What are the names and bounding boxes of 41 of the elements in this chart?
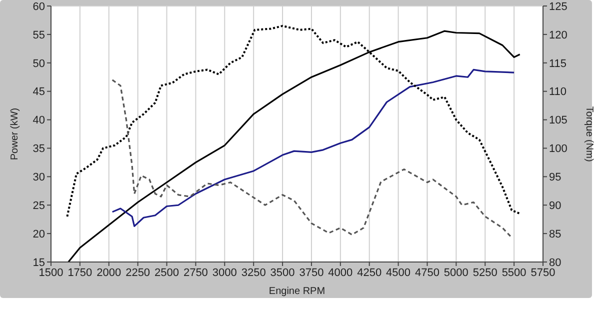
- y2-axis-title: Torque (Nm): [583, 106, 594, 162]
- y-tick-label: 55: [32, 29, 45, 42]
- x-tick-label: 3250: [241, 266, 266, 279]
- y2-tick-label: 95: [549, 172, 562, 184]
- x-tick-label: 2250: [126, 266, 150, 279]
- y2-tick-label: 85: [549, 228, 562, 240]
- y-tick-label: 15: [32, 256, 45, 269]
- x-tick-label: 4250: [357, 266, 382, 279]
- y2-tick-label: 90: [549, 200, 562, 212]
- x-tick-label: 5250: [472, 266, 498, 279]
- y2-tick-label: 110: [549, 86, 567, 98]
- y2-tick-label: 100: [549, 143, 568, 156]
- x-tick-label: 3500: [270, 266, 295, 279]
- x-tick-label: 5500: [502, 266, 526, 279]
- x-tick-label: 2750: [183, 266, 208, 279]
- y2-tick-label: 105: [549, 114, 568, 127]
- x-axis-title: Engine RPM: [268, 286, 326, 297]
- y-tick-label: 60: [32, 0, 45, 13]
- y-tick-label: 35: [32, 143, 45, 156]
- x-tick-label: 3000: [212, 266, 237, 279]
- x-tick-label: 4750: [414, 266, 440, 279]
- x-tick-label: 3750: [299, 266, 324, 279]
- x-tick-label: 5000: [444, 266, 468, 279]
- x-tick-label: 2500: [154, 266, 180, 279]
- y-tick-label: 40: [32, 114, 45, 127]
- x-tick-label: 2000: [96, 266, 122, 279]
- y2-tick-label: 120: [549, 29, 568, 42]
- y2-tick-label: 115: [549, 58, 567, 70]
- y-tick-label: 20: [32, 228, 45, 240]
- x-tick-label: 1750: [68, 266, 92, 279]
- x-tick-label: 5750: [530, 266, 556, 279]
- y-tick-label: 50: [32, 58, 45, 70]
- x-tick-label: 4500: [386, 266, 411, 279]
- y-tick-label: 25: [32, 200, 45, 212]
- y-tick-label: 30: [32, 172, 45, 184]
- y2-tick-label: 125: [549, 0, 568, 13]
- x-tick-label: 1500: [38, 266, 64, 279]
- x-tick-label: 4000: [328, 266, 353, 279]
- y-axis-title: Power (kW): [10, 108, 21, 160]
- y-tick-label: 45: [32, 86, 45, 98]
- y2-tick-label: 80: [549, 256, 562, 269]
